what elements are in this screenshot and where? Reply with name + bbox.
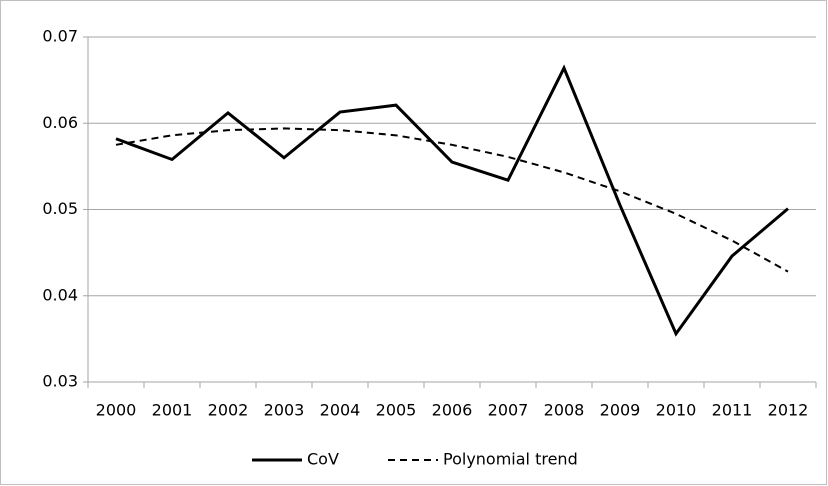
y-tick-label: 0.07 bbox=[42, 27, 78, 46]
y-tick-label: 0.04 bbox=[42, 285, 78, 304]
x-tick-label: 2004 bbox=[320, 401, 361, 420]
y-tick-label: 0.06 bbox=[42, 113, 78, 132]
series-line bbox=[115, 127, 789, 273]
x-tick-label: 2006 bbox=[432, 401, 473, 420]
x-tick-label: 2012 bbox=[768, 401, 809, 420]
x-tick-label: 2005 bbox=[376, 401, 417, 420]
x-tick-label: 2007 bbox=[488, 401, 529, 420]
x-tick-label: 2011 bbox=[712, 401, 753, 420]
x-tick-label: 2001 bbox=[152, 401, 193, 420]
x-tick-label: 2000 bbox=[96, 401, 137, 420]
series-line bbox=[115, 64, 789, 337]
legend-label: CoV bbox=[307, 450, 339, 469]
y-tick-label: 0.03 bbox=[42, 372, 78, 391]
x-tick-label: 2009 bbox=[600, 401, 641, 420]
legend-label: Polynomial trend bbox=[443, 450, 578, 469]
x-tick-label: 2010 bbox=[656, 401, 697, 420]
x-tick-label: 2008 bbox=[544, 401, 585, 420]
x-tick-label: 2003 bbox=[264, 401, 305, 420]
y-tick-label: 0.05 bbox=[42, 199, 78, 218]
x-tick-label: 2002 bbox=[208, 401, 249, 420]
